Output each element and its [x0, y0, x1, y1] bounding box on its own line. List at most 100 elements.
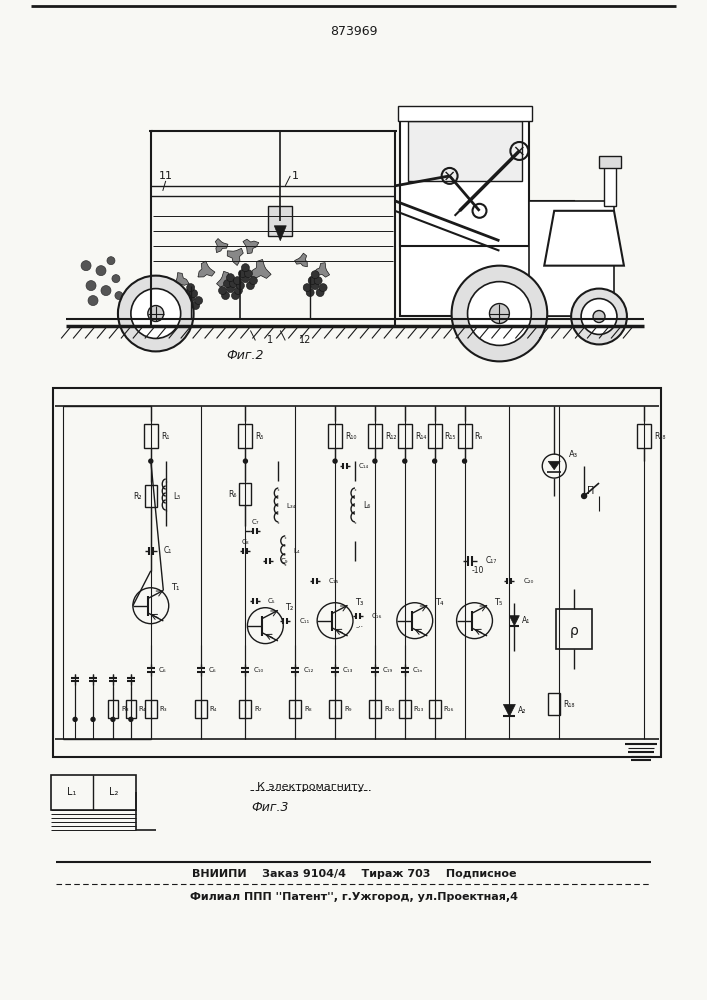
Circle shape [88, 296, 98, 306]
Circle shape [242, 275, 250, 283]
Circle shape [238, 270, 247, 278]
Circle shape [593, 311, 605, 322]
Text: R₃: R₃ [160, 706, 168, 712]
Bar [556, 609, 592, 649]
Circle shape [184, 290, 192, 298]
Circle shape [242, 264, 250, 272]
Bar [145, 700, 157, 718]
Polygon shape [503, 704, 515, 716]
Text: C₁₅: C₁₅ [329, 578, 339, 584]
Circle shape [230, 280, 238, 288]
Circle shape [226, 274, 235, 282]
Bar [108, 700, 118, 718]
Circle shape [373, 459, 377, 463]
Circle shape [192, 302, 199, 310]
Text: R₅: R₅ [255, 432, 264, 441]
Text: T₃: T₃ [355, 598, 363, 607]
Text: R₁: R₁ [160, 432, 169, 441]
Circle shape [582, 494, 587, 499]
Circle shape [115, 292, 123, 300]
Bar [53, 388, 661, 757]
Circle shape [231, 292, 240, 300]
Circle shape [194, 297, 203, 305]
Circle shape [118, 276, 194, 351]
Text: C₁₃: C₁₃ [343, 667, 354, 673]
Text: A₃: A₃ [569, 450, 578, 459]
Text: Фиг.2: Фиг.2 [227, 349, 264, 362]
Bar [145, 485, 157, 507]
Text: L₂: L₂ [110, 787, 119, 797]
Circle shape [86, 281, 96, 291]
Bar [240, 483, 252, 505]
Text: ВНИИПИ    Заказ 9104/4    Тираж 703    Подписное: ВНИИПИ Заказ 9104/4 Тираж 703 Подписное [192, 869, 516, 879]
Text: R₇: R₇ [255, 706, 262, 712]
Text: C₁₂: C₁₂ [303, 667, 314, 673]
Circle shape [148, 306, 164, 321]
Bar [400, 116, 530, 246]
Text: T₅: T₅ [494, 598, 503, 607]
Text: R₁₃: R₁₃ [414, 706, 424, 712]
Bar [328, 424, 342, 448]
Bar [637, 424, 651, 448]
Text: Rₙ: Rₙ [474, 432, 483, 441]
Circle shape [467, 282, 531, 345]
Text: П: П [588, 486, 595, 496]
Bar [428, 700, 440, 718]
Bar [399, 700, 411, 718]
Text: R₁₀: R₁₀ [384, 706, 394, 712]
Circle shape [107, 257, 115, 265]
Text: R₁₀: R₁₀ [345, 432, 356, 441]
Bar [398, 106, 532, 121]
Circle shape [223, 280, 231, 288]
Text: T₁: T₁ [170, 583, 179, 592]
Text: C₆: C₆ [209, 667, 216, 673]
Circle shape [433, 459, 437, 463]
Circle shape [333, 459, 337, 463]
Text: 11: 11 [159, 171, 173, 181]
Polygon shape [509, 616, 520, 626]
Text: R₁₅: R₁₅ [445, 432, 456, 441]
Text: C₁: C₁ [164, 546, 172, 555]
Polygon shape [548, 461, 560, 470]
Circle shape [111, 717, 115, 721]
Text: R₄: R₄ [139, 706, 146, 712]
Text: 12: 12 [299, 335, 311, 345]
Circle shape [489, 304, 509, 323]
Bar [269, 206, 292, 236]
Text: C₇: C₇ [252, 519, 259, 525]
Bar [289, 700, 301, 718]
Text: C₅: C₅ [267, 598, 275, 604]
Circle shape [179, 297, 187, 305]
Circle shape [236, 282, 245, 290]
Text: -10: -10 [472, 566, 484, 575]
Text: C₈: C₈ [242, 539, 249, 545]
Text: R₆: R₆ [228, 490, 236, 499]
Circle shape [221, 292, 230, 300]
Circle shape [571, 289, 627, 344]
Circle shape [319, 284, 327, 292]
Text: C₁₀: C₁₀ [253, 667, 264, 673]
Circle shape [148, 459, 153, 463]
Circle shape [250, 277, 257, 285]
Circle shape [235, 287, 243, 295]
Circle shape [131, 289, 181, 338]
Polygon shape [250, 259, 271, 278]
Text: C₁₄: C₁₄ [359, 463, 369, 469]
Text: C₁₉: C₁₉ [383, 667, 393, 673]
Text: ρ: ρ [570, 624, 578, 638]
Polygon shape [216, 271, 234, 287]
Polygon shape [227, 248, 243, 266]
Bar [428, 424, 442, 448]
Circle shape [96, 266, 106, 276]
Polygon shape [198, 261, 215, 277]
Circle shape [233, 277, 242, 285]
Circle shape [303, 284, 311, 292]
Circle shape [581, 299, 617, 334]
Circle shape [73, 717, 77, 721]
Bar [548, 693, 560, 715]
Text: C₉: C₉ [280, 558, 288, 564]
Circle shape [226, 285, 235, 293]
Text: T₂: T₂ [285, 603, 293, 612]
Polygon shape [544, 211, 624, 266]
Text: R₁₄: R₁₄ [415, 432, 426, 441]
